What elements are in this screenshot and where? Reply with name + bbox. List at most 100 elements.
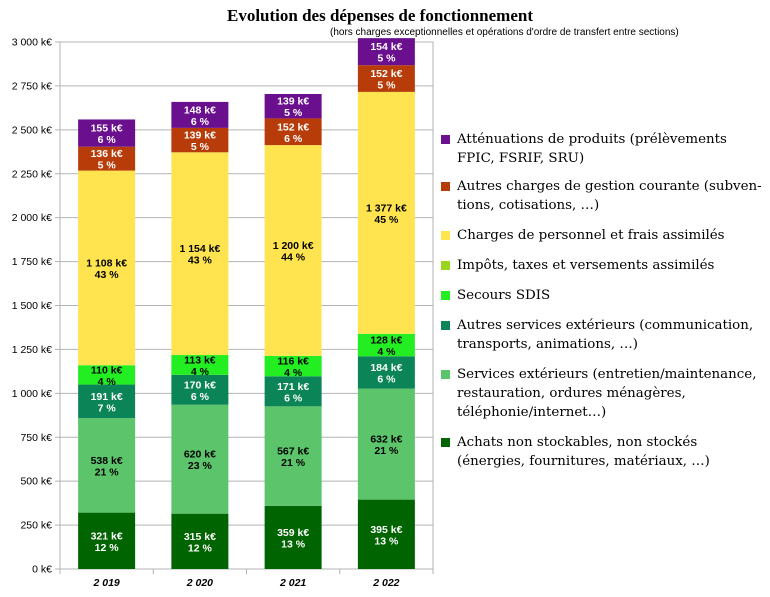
x-tick-label: 2 021 [279, 577, 306, 589]
bar-segment [357, 356, 415, 389]
data-label-value: 315 k€ [184, 531, 216, 543]
data-label-percent: 6 % [284, 133, 303, 145]
bar-segment [78, 418, 136, 513]
data-label-value: 155 k€ [91, 123, 123, 135]
legend-item: Services extérieurs (entretien/maintenan… [441, 365, 766, 422]
data-label-percent: 6 % [191, 391, 210, 403]
data-label-value: 538 k€ [91, 455, 123, 467]
stacked-bar-chart: 0 k€ 250 k€ 500 k€ 750 k€ 1 000 k€ 1 250 k€ 1 … [12, 37, 434, 589]
data-label-value: 171 k€ [277, 381, 309, 393]
data-label-percent: 4 % [98, 376, 117, 388]
legend-label: Atténuations de produits (prélèvements F… [457, 132, 727, 166]
data-label-value: 139 k€ [277, 96, 309, 108]
data-label-value: 1 200 k€ [273, 240, 314, 252]
legend-label: Autres services extérieurs (communicatio… [457, 318, 754, 352]
data-label-percent: 5 % [377, 53, 396, 65]
legend-swatch [441, 370, 450, 379]
y-tick-label: 750 k€ [20, 432, 52, 444]
data-label-percent: 44 % [281, 252, 306, 264]
data-label-value: 632 k€ [370, 434, 402, 446]
data-label-value: 1 154 k€ [179, 243, 220, 255]
legend-swatch [441, 231, 450, 240]
bar-segment [78, 170, 136, 366]
bar-segment [357, 333, 415, 357]
y-tick-label: 1 000 k€ [12, 388, 52, 400]
legend: Atténuations de produits (prélèvements F… [441, 130, 766, 482]
y-tick-label: 0 k€ [32, 564, 52, 576]
data-label-value: 116 k€ [277, 356, 309, 368]
bar-segment [78, 365, 136, 385]
data-label-percent: 6 % [98, 134, 117, 146]
y-tick-label: 1 250 k€ [12, 344, 52, 356]
data-label-percent: 5 % [98, 160, 117, 172]
legend-swatch [441, 438, 450, 447]
y-tick-label: 1 750 k€ [12, 256, 52, 268]
data-label-value: 567 k€ [277, 446, 309, 458]
data-label-percent: 13 % [281, 538, 306, 550]
bar-segment [78, 384, 136, 419]
y-tick-label: 3 000 k€ [12, 37, 52, 49]
y-tick-label: 2 750 k€ [12, 80, 52, 92]
bar-segment [78, 512, 136, 569]
legend-item: Achats non stockables, non stockés (éner… [441, 433, 766, 471]
bar-segment [78, 119, 136, 147]
data-label-percent: 4 % [377, 346, 396, 358]
x-tick-label: 2 019 [92, 577, 119, 589]
legend-item: Autres services extérieurs (communicatio… [441, 316, 766, 354]
bar-segment [264, 118, 322, 146]
legend-label: Services extérieurs (entretien/maintenan… [457, 367, 757, 420]
data-label-percent: 7 % [98, 402, 117, 414]
y-tick-label: 2 500 k€ [12, 124, 52, 136]
bar-segment [264, 505, 322, 569]
data-label-value: 139 k€ [184, 130, 216, 142]
bar-segment [171, 127, 229, 153]
legend-label: Autres charges de gestion courante (subv… [457, 179, 762, 213]
legend-item: Charges de personnel et frais assimilés [441, 226, 766, 245]
data-label-value: 1 377 k€ [366, 202, 407, 214]
data-label-value: 113 k€ [184, 354, 216, 366]
bar-segment [171, 101, 229, 128]
y-tick-label: 1 500 k€ [12, 300, 52, 312]
bar-segment [171, 404, 229, 514]
y-tick-label: 250 k€ [20, 520, 52, 532]
bar-segment [264, 406, 322, 506]
y-tick-label: 2 250 k€ [12, 168, 52, 180]
legend-swatch [441, 261, 450, 270]
chart-subtitle: (hors charges exceptionnelles et opérati… [330, 27, 679, 38]
data-label-percent: 23 % [188, 460, 213, 472]
data-label-value: 620 k€ [184, 449, 216, 461]
bar-segment [264, 355, 322, 377]
data-label-percent: 43 % [95, 269, 120, 281]
data-label-percent: 12 % [188, 542, 213, 554]
data-label-value: 359 k€ [277, 527, 309, 539]
data-label-value: 154 k€ [370, 41, 402, 53]
data-label-value: 152 k€ [277, 121, 309, 133]
bar-segment [357, 91, 415, 334]
data-label-value: 110 k€ [91, 364, 123, 376]
data-label-percent: 43 % [188, 255, 213, 267]
data-label-value: 152 k€ [370, 68, 402, 80]
bar-segment [171, 374, 229, 405]
legend-item: Autres charges de gestion courante (subv… [441, 177, 766, 215]
data-label-percent: 21 % [374, 445, 399, 457]
data-label-value: 148 k€ [184, 104, 216, 116]
data-label-percent: 5 % [377, 80, 396, 92]
data-label-percent: 6 % [284, 392, 303, 404]
data-label-percent: 45 % [374, 214, 399, 226]
y-tick-label: 500 k€ [20, 476, 52, 488]
bar-segment [264, 376, 322, 407]
legend-item: Impôts, taxes et versements assimilés [441, 256, 766, 275]
bar-segment [171, 355, 229, 375]
legend-swatch [441, 182, 450, 191]
legend-swatch [441, 291, 450, 300]
data-label-value: 1 108 k€ [86, 257, 127, 269]
data-label-percent: 12 % [95, 542, 120, 554]
data-label-percent: 6 % [377, 373, 396, 385]
data-label-value: 184 k€ [370, 362, 402, 374]
bar-segment [357, 65, 415, 92]
legend-swatch [441, 321, 450, 330]
bar-segment [264, 145, 322, 356]
x-tick-label: 2 020 [186, 577, 213, 589]
bar-segment [357, 38, 415, 66]
data-label-percent: 21 % [95, 466, 120, 478]
